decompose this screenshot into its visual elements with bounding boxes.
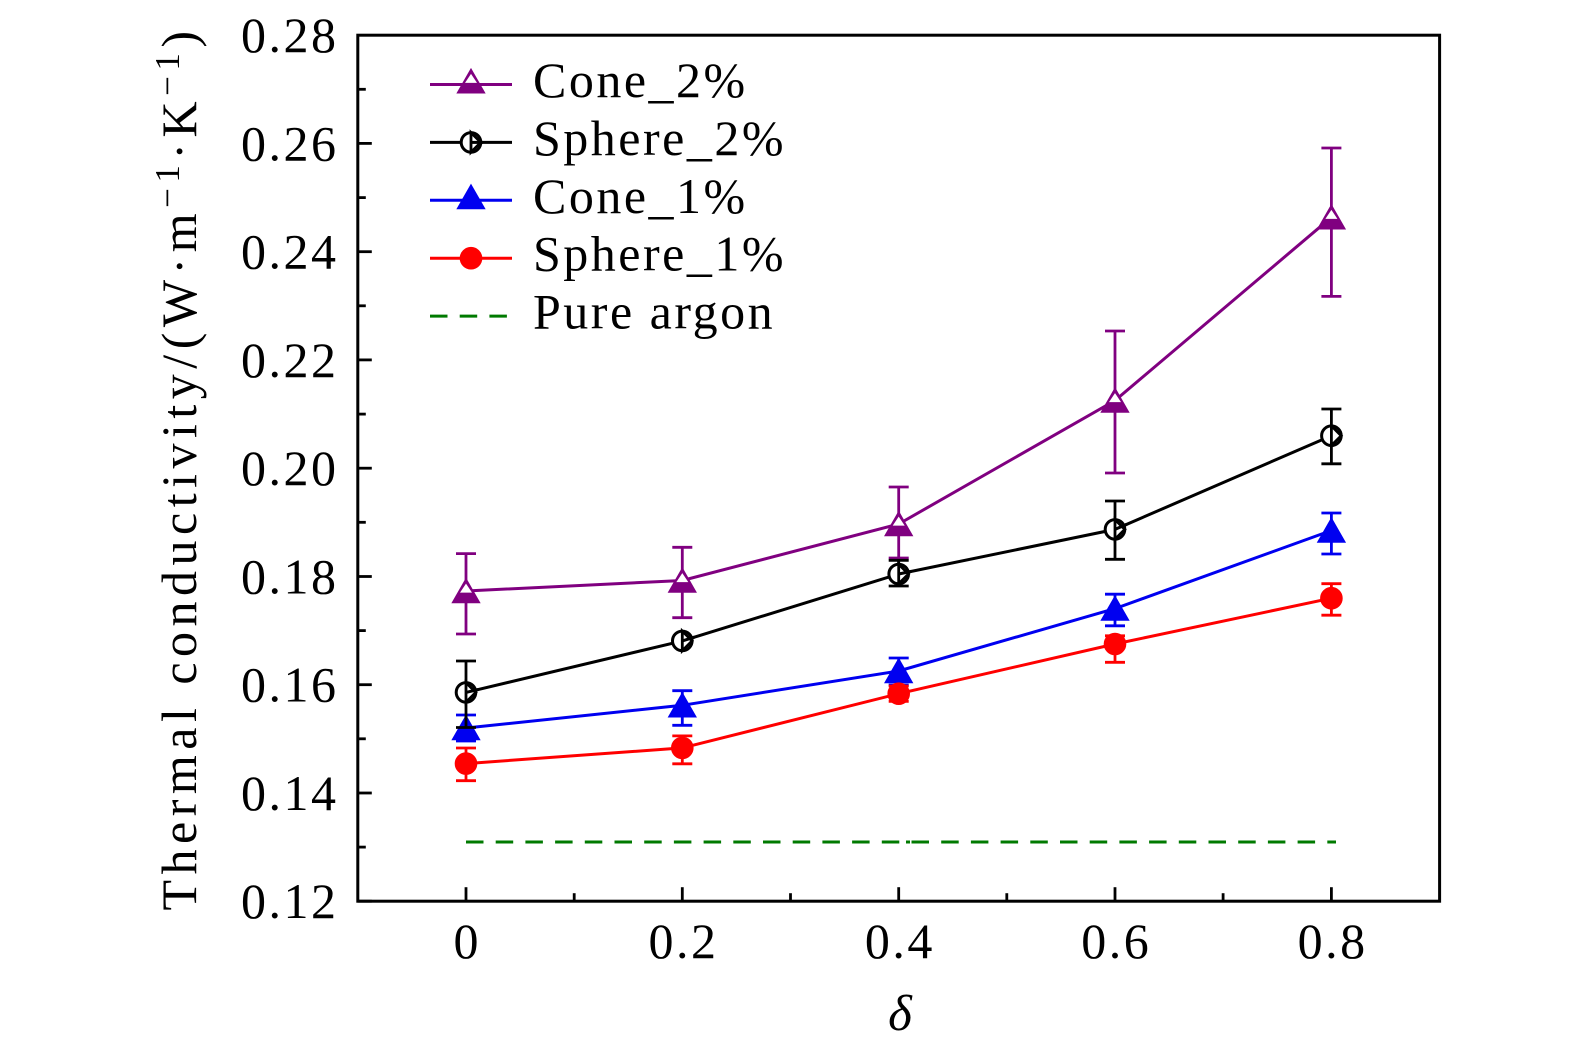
svg-text:0.18: 0.18 — [241, 549, 339, 605]
svg-text:0: 0 — [453, 913, 481, 969]
svg-text:0.2: 0.2 — [649, 913, 719, 969]
svg-text:0.14: 0.14 — [241, 765, 339, 821]
svg-text:0.12: 0.12 — [241, 873, 339, 929]
svg-text:0.28: 0.28 — [241, 7, 339, 63]
svg-text:δ: δ — [888, 986, 913, 1042]
svg-text:0.22: 0.22 — [241, 332, 339, 388]
svg-text:Cone_2%: Cone_2% — [533, 52, 748, 108]
svg-text:Pure argon: Pure argon — [533, 284, 775, 340]
svg-text:0.16: 0.16 — [241, 657, 339, 713]
svg-text:Cone_1%: Cone_1% — [533, 168, 748, 224]
svg-text:0.24: 0.24 — [241, 224, 339, 280]
svg-text:Thermal conductivity/(W·m−1·K−: Thermal conductivity/(W·m−1·K−1) — [148, 25, 207, 910]
svg-text:0.6: 0.6 — [1081, 913, 1151, 969]
svg-text:Sphere_2%: Sphere_2% — [533, 110, 786, 166]
svg-text:0.20: 0.20 — [241, 440, 339, 496]
svg-text:Sphere_1%: Sphere_1% — [533, 226, 786, 282]
svg-text:0.4: 0.4 — [865, 913, 935, 969]
svg-text:0.26: 0.26 — [241, 115, 339, 171]
svg-text:0.8: 0.8 — [1298, 913, 1368, 969]
